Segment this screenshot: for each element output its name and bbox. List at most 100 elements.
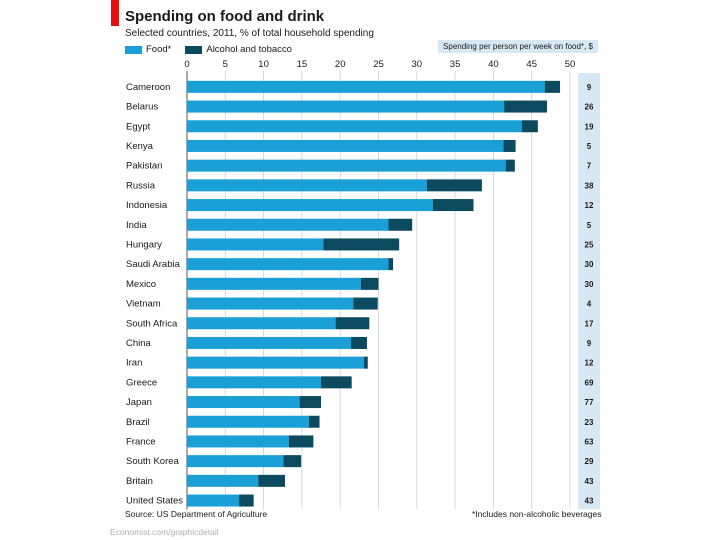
bar-food	[187, 179, 427, 192]
right-column-value: 9	[587, 339, 592, 348]
bar-alcohol	[544, 80, 561, 93]
legend-label-alcohol: Alcohol and tobacco	[206, 44, 292, 55]
right-column-value: 12	[585, 359, 594, 368]
right-column-value: 4	[587, 300, 592, 309]
right-column-value: 17	[585, 319, 594, 328]
bar-food	[187, 297, 354, 310]
bar-alcohol	[335, 317, 370, 330]
right-column-value: 25	[585, 240, 594, 249]
source-note: Source: US Department of Agriculture	[125, 509, 268, 519]
bar-food	[187, 277, 361, 290]
bar-alcohol	[360, 277, 379, 290]
bar-food	[187, 80, 545, 93]
bar-food	[187, 120, 522, 133]
bar-food	[187, 238, 324, 251]
x-tick-label: 0	[184, 59, 189, 70]
category-label: Belarus	[126, 102, 158, 113]
brand-red-tab	[111, 0, 119, 26]
x-tick-label: 50	[565, 59, 576, 70]
x-tick-label: 40	[488, 59, 499, 70]
category-label: Egypt	[126, 121, 151, 132]
bar-food	[187, 139, 504, 152]
category-label: Indonesia	[126, 200, 168, 211]
bar-alcohol	[388, 258, 394, 271]
category-label: South Korea	[126, 456, 180, 467]
right-column-value: 26	[585, 103, 594, 112]
bar-alcohol	[258, 474, 286, 487]
right-column-value: 30	[585, 280, 594, 289]
right-column-value: 30	[585, 260, 594, 269]
bar-food	[187, 455, 284, 468]
bar-food	[187, 258, 389, 271]
bar-alcohol	[505, 159, 515, 172]
category-label: Britain	[126, 476, 153, 487]
bar-food	[187, 199, 433, 212]
x-tick-label: 25	[373, 59, 384, 70]
bar-alcohol	[239, 494, 254, 507]
bar-alcohol	[503, 139, 516, 152]
chart-subtitle: Selected countries, 2011, % of total hou…	[125, 28, 374, 39]
legend-item-alcohol: Alcohol and tobacco	[185, 44, 292, 55]
category-label: Brazil	[126, 417, 150, 428]
bar-food	[187, 218, 389, 231]
x-tick-label: 35	[450, 59, 461, 70]
bar-food	[187, 435, 289, 448]
legend: Food* Alcohol and tobacco	[125, 44, 306, 55]
bar-alcohol	[299, 396, 322, 409]
category-label: Japan	[126, 397, 152, 408]
x-tick-label: 5	[223, 59, 228, 70]
x-tick-label: 10	[258, 59, 269, 70]
right-column-value: 43	[585, 477, 594, 486]
bar-food	[187, 396, 300, 409]
category-label: Iran	[126, 358, 142, 369]
category-label: Greece	[126, 377, 157, 388]
right-column-value: 43	[585, 497, 594, 506]
bar-food	[187, 100, 505, 113]
bar-alcohol	[323, 238, 400, 251]
bar-food	[187, 415, 309, 428]
right-column-value: 19	[585, 122, 594, 131]
bar-alcohol	[426, 179, 482, 192]
category-label: Pakistan	[126, 161, 162, 172]
category-label: Kenya	[126, 141, 154, 152]
x-tick-label: 15	[297, 59, 308, 70]
legend-swatch-food	[125, 45, 142, 54]
bar-alcohol	[283, 455, 302, 468]
category-label: Russia	[126, 180, 156, 191]
legend-swatch-alcohol	[185, 45, 203, 54]
right-column-value: 9	[587, 83, 592, 92]
x-tick-label: 20	[335, 59, 346, 70]
bar-food	[187, 336, 351, 349]
bar-food	[187, 376, 322, 389]
bar-food	[187, 159, 506, 172]
right-column-title: Spending per person per week on food*, $	[438, 40, 598, 53]
bar-alcohol	[363, 356, 368, 369]
bar-food	[187, 474, 259, 487]
category-label: South Africa	[126, 318, 178, 329]
bar-alcohol	[353, 297, 378, 310]
bar-alcohol	[308, 415, 320, 428]
x-tick-label: 30	[412, 59, 423, 70]
right-column-value: 29	[585, 457, 594, 466]
right-column-value: 23	[585, 418, 594, 427]
right-column-value: 63	[585, 437, 594, 446]
right-column-panel	[578, 73, 600, 510]
footnote: *Includes non-alcoholic beverages	[472, 509, 602, 519]
bar-food	[187, 317, 336, 330]
category-label: Saudi Arabia	[126, 259, 181, 270]
credit-watermark: Economist.com/graphicdetail	[110, 527, 219, 537]
bar-alcohol	[321, 376, 352, 389]
x-tick-label: 45	[526, 59, 537, 70]
bar-alcohol	[504, 100, 548, 113]
chart-title: Spending on food and drink	[125, 8, 325, 25]
bar-alcohol	[388, 218, 413, 231]
right-column-value: 69	[585, 378, 594, 387]
category-label: France	[126, 436, 156, 447]
category-label: Vietnam	[126, 299, 161, 310]
bar-alcohol	[288, 435, 314, 448]
category-label: India	[126, 220, 147, 231]
right-column-value: 38	[585, 181, 594, 190]
legend-item-food: Food*	[125, 44, 171, 55]
category-label: China	[126, 338, 152, 349]
